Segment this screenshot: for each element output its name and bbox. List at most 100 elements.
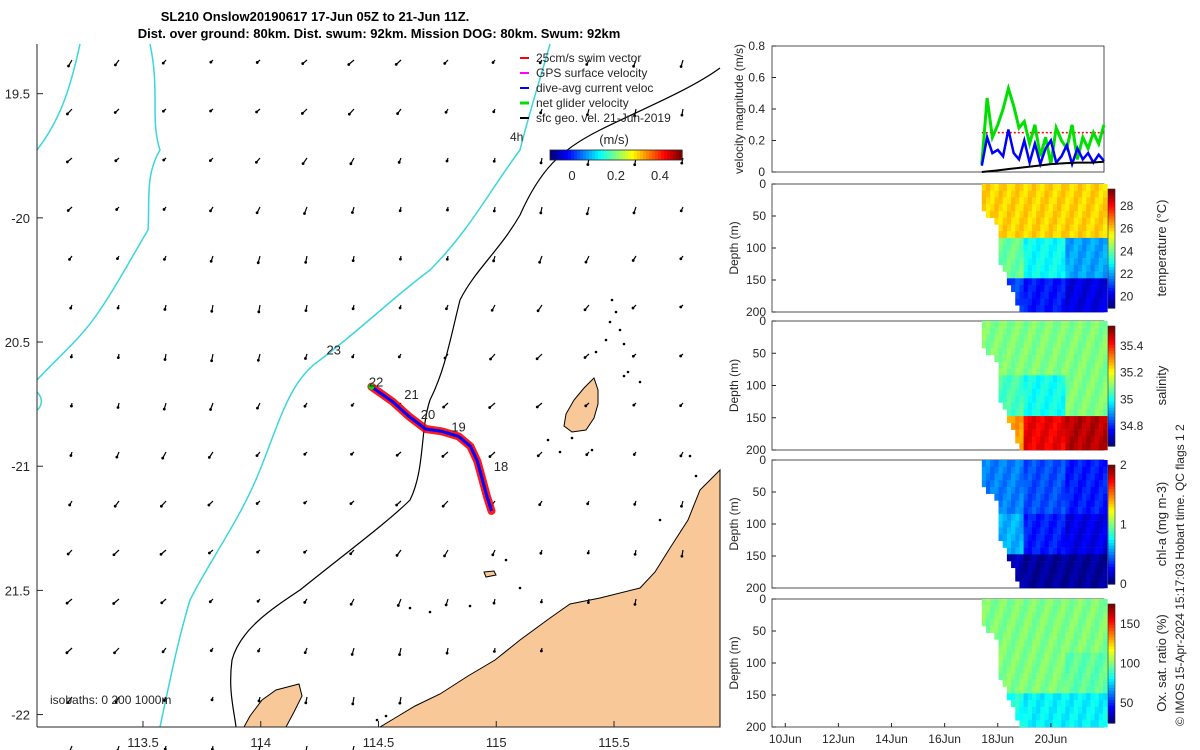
- velocity-y-tick-label: 0.8: [748, 39, 765, 53]
- oxygen-panel-cell: [1023, 599, 1029, 606]
- oxygen-panel-cell: [1048, 619, 1054, 627]
- temperature-panel-cell: [1027, 271, 1033, 279]
- oxygen-panel-cell: [1011, 639, 1016, 647]
- oxygen-panel-cell: [1052, 706, 1058, 714]
- salinity-panel-cell: [981, 327, 987, 335]
- chlorophyll-panel-cell: [1090, 460, 1096, 467]
- salinity-panel-cell: [1065, 395, 1071, 403]
- chlorophyll-panel-cell: [1065, 581, 1071, 589]
- oxygen-panel-colorbar-swatch: [1108, 639, 1115, 644]
- temperature-panel-cell: [1006, 278, 1012, 286]
- salinity-panel-cell: [1069, 354, 1075, 362]
- chlorophyll-panel-cell: [1069, 540, 1075, 548]
- temperature-panel-cell: [1027, 237, 1033, 245]
- temperature-panel-cell: [1094, 210, 1100, 218]
- oxygen-panel-cell: [994, 632, 999, 640]
- salinity-panel-cell: [1057, 436, 1062, 444]
- chlorophyll-panel-cell: [1023, 466, 1029, 474]
- oxygen-panel-cell: [1002, 625, 1008, 633]
- salinity-panel-cell: [1048, 321, 1054, 329]
- temperature-panel-colorbar-tick-label: 28: [1120, 199, 1134, 213]
- temperature-panel-cell: [1057, 231, 1062, 239]
- salinity-panel-cell: [1065, 327, 1071, 335]
- oxygen-panel-cell: [1073, 639, 1079, 647]
- temperature-panel-cell: [1031, 184, 1037, 191]
- chlorophyll-panel-cell: [1103, 460, 1108, 467]
- chlorophyll-panel-cell: [981, 460, 987, 467]
- oxygen-panel-cell: [1057, 686, 1062, 694]
- current-vector-head: [301, 162, 305, 166]
- temperature-panel-cell: [1061, 210, 1066, 218]
- salinity-panel-y-tick-label: 200: [746, 443, 766, 457]
- salinity-panel-cell: [1090, 416, 1096, 424]
- oxygen-panel-cell: [1027, 632, 1033, 640]
- chlorophyll-panel-cell: [1031, 520, 1037, 528]
- salinity-panel-cell: [1006, 395, 1012, 403]
- salinity-panel-cell: [1036, 348, 1041, 356]
- chlorophyll-panel-cell: [998, 500, 1004, 508]
- temperature-panel-cell: [1002, 224, 1008, 232]
- temperature-panel-cell: [1011, 197, 1016, 205]
- chlorophyll-panel-cell: [1052, 486, 1058, 494]
- salinity-panel-cell: [1015, 361, 1020, 369]
- oxygen-panel-cell: [1069, 720, 1075, 728]
- salinity-panel-cell: [1073, 375, 1079, 383]
- chlorophyll-panel-cell: [1073, 574, 1079, 582]
- current-vector-head: [349, 602, 353, 606]
- salinity-panel-cell: [1103, 429, 1108, 437]
- chlorophyll-panel-cell: [1069, 581, 1075, 589]
- temperature-panel-cell: [1002, 231, 1008, 239]
- oxygen-panel-cell: [1027, 612, 1033, 620]
- temperature-panel-cell: [1019, 285, 1025, 293]
- temperature-panel-cell: [1103, 258, 1108, 266]
- oxygen-panel-cell: [1057, 605, 1062, 613]
- chlorophyll-panel-cell: [1057, 534, 1062, 542]
- chlorophyll-panel-cell: [1069, 460, 1075, 467]
- salinity-panel-cell: [1027, 321, 1033, 329]
- temperature-panel-colorbar-swatch: [1108, 251, 1115, 256]
- salinity-panel-cell: [1077, 409, 1083, 417]
- oxygen-panel-cell: [1077, 599, 1083, 606]
- current-vector-head: [159, 552, 163, 556]
- oxygen-panel-cell: [1044, 700, 1050, 708]
- oxygen-panel-cell: [1023, 713, 1029, 721]
- salinity-panel-cell: [1057, 375, 1062, 383]
- temperature-panel-cell: [1082, 184, 1087, 191]
- oxygen-panel-cell: [1019, 679, 1025, 687]
- salinity-panel-cell: [1077, 327, 1083, 335]
- salinity-panel-cell: [1031, 436, 1037, 444]
- oxygen-panel-cell: [1031, 659, 1037, 667]
- oxygen-panel-cell: [1002, 605, 1008, 613]
- salinity-panel-colorbar-swatch: [1108, 335, 1115, 339]
- chlorophyll-panel-y-axis-label: Depth (m): [727, 497, 741, 550]
- temperature-panel-cell: [1077, 291, 1083, 299]
- oxygen-panel-cell: [1040, 625, 1045, 633]
- chlorophyll-panel-cell: [1065, 554, 1071, 562]
- reef-dot-0: [610, 298, 614, 302]
- current-vector-head: [679, 454, 683, 458]
- salinity-panel-cell: [986, 334, 991, 342]
- oxygen-panel-cell: [998, 599, 1004, 606]
- oxygen-panel-cell: [1065, 713, 1071, 721]
- temperature-panel-cell: [994, 217, 999, 225]
- chlorophyll-panel-cell: [1086, 540, 1091, 548]
- oxygen-panel-cell: [1082, 679, 1087, 687]
- oxygen-panel-cell: [1094, 693, 1100, 701]
- salinity-panel-cell: [1044, 402, 1050, 410]
- salinity-panel-cell: [1027, 416, 1033, 424]
- temperature-panel-cell: [1052, 264, 1058, 272]
- chlorophyll-panel-cell: [1061, 466, 1066, 474]
- oxygen-panel-cell: [1023, 700, 1029, 708]
- salinity-panel-cell: [1086, 368, 1091, 376]
- oxygen-panel-cell: [1103, 625, 1108, 633]
- temperature-panel-cell: [1077, 184, 1083, 191]
- chlorophyll-panel-cell: [998, 527, 1004, 535]
- oxygen-panel-cell: [1061, 713, 1066, 721]
- salinity-panel-cell: [994, 321, 999, 329]
- oxygen-panel-cell: [1023, 720, 1029, 728]
- temperature-panel-cell: [1090, 305, 1096, 313]
- salinity-panel-cell: [1023, 395, 1029, 403]
- current-vector-head: [255, 110, 258, 114]
- salinity-panel-cell: [1061, 361, 1066, 369]
- temperature-panel-cell: [1061, 197, 1066, 205]
